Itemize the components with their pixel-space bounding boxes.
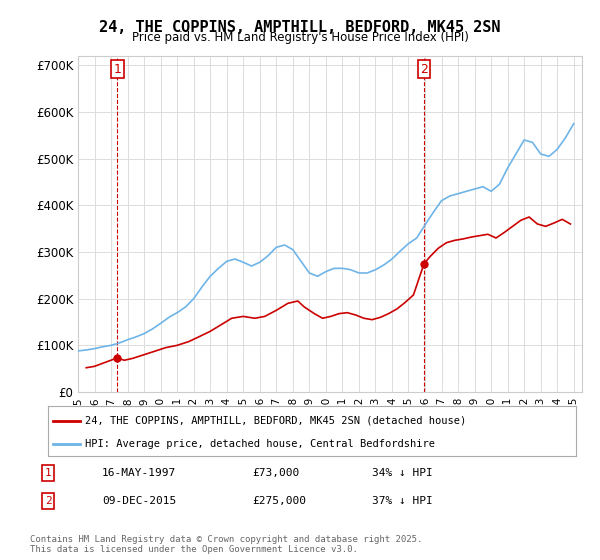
Text: HPI: Average price, detached house, Central Bedfordshire: HPI: Average price, detached house, Cent… [85, 439, 435, 449]
Text: £275,000: £275,000 [252, 496, 306, 506]
Text: 24, THE COPPINS, AMPTHILL, BEDFORD, MK45 2SN: 24, THE COPPINS, AMPTHILL, BEDFORD, MK45… [99, 20, 501, 35]
Text: Contains HM Land Registry data © Crown copyright and database right 2025.
This d: Contains HM Land Registry data © Crown c… [30, 535, 422, 554]
Text: 1: 1 [113, 63, 121, 76]
Text: £73,000: £73,000 [252, 468, 299, 478]
Text: 09-DEC-2015: 09-DEC-2015 [102, 496, 176, 506]
Text: 16-MAY-1997: 16-MAY-1997 [102, 468, 176, 478]
Text: 24, THE COPPINS, AMPTHILL, BEDFORD, MK45 2SN (detached house): 24, THE COPPINS, AMPTHILL, BEDFORD, MK45… [85, 415, 466, 425]
Text: 1: 1 [44, 468, 52, 478]
Text: 2: 2 [420, 63, 428, 76]
Text: Price paid vs. HM Land Registry's House Price Index (HPI): Price paid vs. HM Land Registry's House … [131, 31, 469, 44]
Text: 2: 2 [44, 496, 52, 506]
Text: 34% ↓ HPI: 34% ↓ HPI [372, 468, 433, 478]
Text: 37% ↓ HPI: 37% ↓ HPI [372, 496, 433, 506]
